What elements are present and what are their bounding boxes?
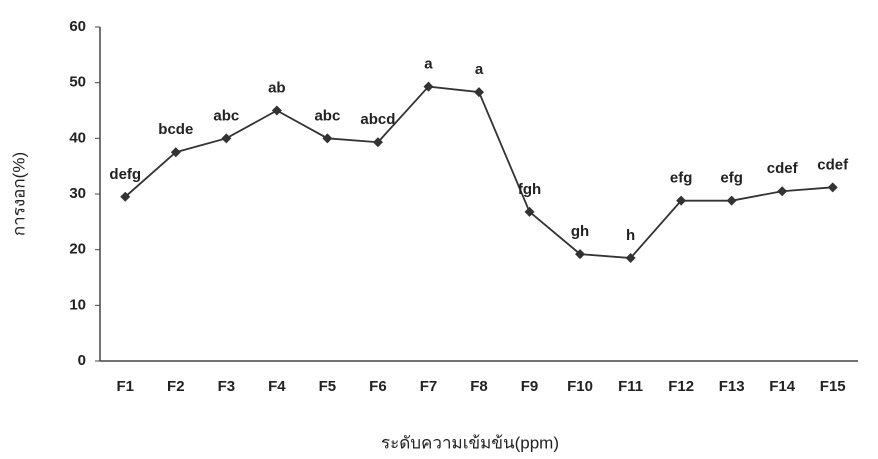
data-point (322, 133, 333, 144)
point-annotation: gh (571, 223, 589, 240)
y-tick-label: 40 (69, 129, 86, 146)
data-point (676, 195, 687, 206)
y-tick-label: 10 (69, 296, 86, 313)
point-annotation: cdef (817, 156, 849, 173)
x-tick-label: F3 (218, 378, 236, 395)
data-point (423, 81, 434, 92)
data-point (474, 87, 484, 98)
y-tick-label: 20 (69, 241, 86, 258)
x-tick-label: F2 (167, 378, 185, 395)
x-tick-label: F1 (117, 378, 135, 395)
x-tick-label: F6 (369, 378, 387, 395)
data-point (524, 206, 535, 217)
point-annotation: h (626, 227, 635, 244)
data-point (625, 253, 636, 264)
x-tick-label: F8 (470, 378, 488, 395)
point-annotation: a (424, 56, 433, 73)
x-tick-label: F14 (769, 378, 796, 395)
x-tick-label: F11 (618, 378, 643, 395)
x-tick-label: F7 (420, 378, 438, 395)
point-annotation: efg (670, 170, 693, 187)
x-tick-label: F12 (668, 378, 694, 395)
data-point (170, 147, 181, 158)
x-tick-label: F15 (820, 378, 846, 395)
point-annotation: a (475, 61, 484, 78)
data-point (372, 137, 383, 148)
x-axis-title: ระดับความเข้มข้น(ppm) (381, 433, 559, 452)
point-annotation: bcde (158, 121, 193, 138)
x-tick-label: F9 (521, 378, 539, 395)
data-point (221, 133, 232, 144)
data-point (575, 249, 586, 260)
data-point (827, 182, 838, 193)
point-annotation: ab (268, 79, 286, 96)
y-tick-label: 50 (69, 74, 86, 91)
point-annotation: efg (720, 170, 743, 187)
y-tick-label: 60 (69, 18, 86, 35)
x-tick-label: F4 (268, 378, 286, 395)
data-point (726, 195, 737, 206)
y-tick-label: 0 (78, 352, 86, 369)
y-tick-label: 30 (69, 185, 86, 202)
point-annotation: abc (213, 107, 239, 124)
data-point (120, 191, 131, 202)
x-tick-label: F13 (719, 378, 745, 395)
point-annotation: abcd (360, 111, 395, 128)
point-annotation: abc (314, 107, 340, 124)
x-tick-label: F10 (567, 378, 593, 395)
data-point (271, 105, 282, 116)
point-annotation: cdef (767, 160, 799, 177)
point-annotation: fgh (518, 181, 541, 198)
data-point (777, 186, 788, 197)
point-annotation: defg (109, 166, 141, 183)
y-axis-title: การงอก(%) (9, 152, 28, 236)
x-tick-label: F5 (319, 378, 337, 395)
